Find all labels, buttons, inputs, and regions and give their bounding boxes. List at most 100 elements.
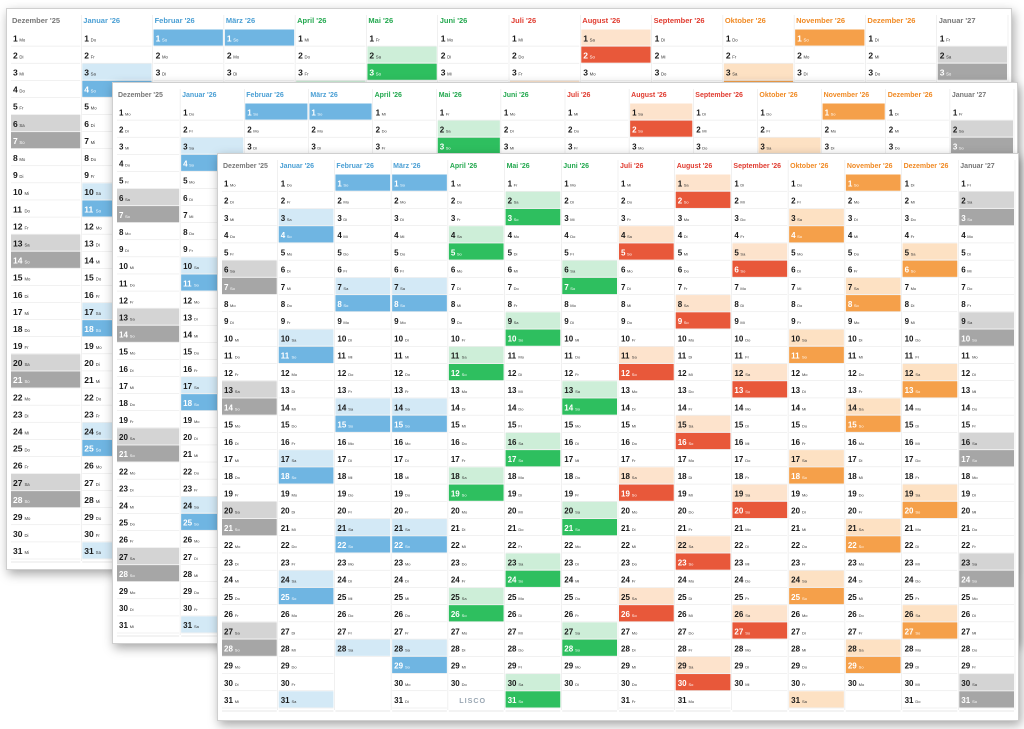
day-number: 3 [508, 214, 513, 223]
weekday-abbr: Mo [967, 234, 973, 239]
weekend-cell [392, 415, 447, 432]
weekday-abbr: Fr [972, 544, 976, 549]
weekday-abbr: Di [292, 389, 296, 394]
day-number: 6 [621, 266, 626, 275]
weekday-abbr: Sa [348, 406, 354, 411]
day-number: 16 [183, 365, 192, 374]
weekday-abbr: So [343, 303, 349, 308]
day-number: 12 [281, 369, 290, 378]
day-number: 31 [961, 696, 970, 705]
weekend-cell [392, 277, 447, 295]
day-number: 31 [84, 546, 94, 556]
weekday-abbr: Fr [570, 251, 574, 256]
day-number: 12 [119, 296, 128, 305]
weekday-abbr: Mo [632, 630, 638, 635]
weekday-abbr: Sa [915, 613, 921, 618]
weekday-abbr: Mi [235, 579, 239, 584]
weekend-cell [732, 605, 788, 622]
weekday-abbr: Do [462, 561, 468, 566]
day-number: 20 [119, 433, 128, 442]
day-number: 21 [791, 524, 800, 533]
weekday-abbr: So [91, 89, 97, 94]
day-number: 14 [508, 403, 517, 412]
weekend-cell [11, 251, 81, 268]
day-number: 8 [678, 300, 683, 309]
weekday-abbr: Di [457, 286, 461, 291]
day-number: 16 [224, 438, 233, 447]
weekday-abbr: Mo [96, 465, 103, 470]
weekday-abbr: Fr [91, 54, 96, 59]
day-number: 16 [961, 438, 970, 447]
weekday-abbr: Do [627, 200, 633, 205]
weekday-abbr: Mo [911, 286, 917, 291]
weekday-abbr: Do [24, 328, 30, 333]
day-number: 13 [84, 238, 94, 248]
weekend-cell [11, 371, 81, 388]
day-number: 4 [84, 85, 89, 95]
weekday-abbr: So [130, 573, 136, 578]
weekday-abbr: Sa [590, 37, 596, 42]
weekday-abbr: Mi [130, 265, 134, 270]
weekend-cell [222, 622, 277, 639]
day-number: 24 [564, 576, 573, 585]
weekday-abbr: Mo [575, 665, 581, 670]
day-number: 12 [961, 369, 970, 378]
day-number: 1 [791, 179, 796, 188]
month-header: März '26 [393, 163, 420, 170]
weekday-abbr: Mo [405, 561, 411, 566]
weekday-abbr: Di [745, 424, 749, 429]
day-number: 6 [678, 266, 683, 275]
day-number: 4 [394, 231, 399, 240]
day-number: 12 [848, 369, 857, 378]
weekday-abbr: Mo [518, 596, 524, 601]
weekday-abbr: Do [575, 475, 581, 480]
day-number: 1 [298, 33, 303, 43]
day-number: 13 [119, 313, 128, 322]
weekday-abbr: Mi [632, 544, 636, 549]
day-number: 14 [337, 403, 346, 412]
weekday-abbr: Fr [446, 111, 450, 116]
weekday-abbr: Di [235, 561, 239, 566]
weekend-cell [902, 243, 958, 260]
day-number: 9 [394, 317, 399, 326]
weekday-abbr: Do [24, 208, 30, 213]
day-number: 26 [678, 610, 687, 619]
day-number: 24 [224, 576, 233, 585]
day-number: 21 [564, 524, 573, 533]
day-number: 5 [791, 248, 796, 257]
day-number: 19 [905, 489, 914, 498]
weekend-cell [245, 103, 308, 120]
weekday-abbr: So [235, 527, 241, 532]
day-number: 17 [621, 455, 630, 464]
weekday-abbr: Mo [348, 441, 354, 446]
month-header: Dezember '25 [12, 16, 60, 25]
day-number: 27 [734, 627, 743, 636]
day-number: 21 [905, 524, 914, 533]
day-number: 15 [905, 421, 914, 430]
day-number: 1 [655, 33, 660, 43]
weekday-abbr: Di [230, 320, 234, 325]
day-number: 29 [394, 662, 403, 671]
day-number: 18 [508, 472, 517, 481]
weekday-abbr: Mo [689, 337, 695, 342]
weekday-abbr: Mo [189, 180, 195, 185]
month-header: Februar '26 [246, 92, 284, 99]
weekday-abbr: Di [462, 527, 466, 532]
day-number: 16 [678, 438, 687, 447]
weekday-abbr: Di [462, 647, 466, 652]
day-number: 10 [13, 187, 23, 197]
day-number: 29 [564, 662, 573, 671]
weekday-abbr: Di [740, 303, 744, 308]
weekday-abbr: Di [96, 482, 100, 487]
day-number: 12 [508, 369, 517, 378]
day-number: 23 [508, 558, 517, 567]
day-number: 30 [905, 679, 914, 688]
day-number: 28 [678, 644, 687, 653]
day-number: 3 [394, 214, 399, 223]
day-number: 13 [337, 386, 346, 395]
day-number: 6 [394, 266, 399, 275]
weekday-abbr: Do [972, 527, 978, 532]
weekend-cell [562, 639, 617, 656]
day-number: 27 [84, 478, 94, 488]
weekday-abbr: Mo [19, 157, 26, 162]
